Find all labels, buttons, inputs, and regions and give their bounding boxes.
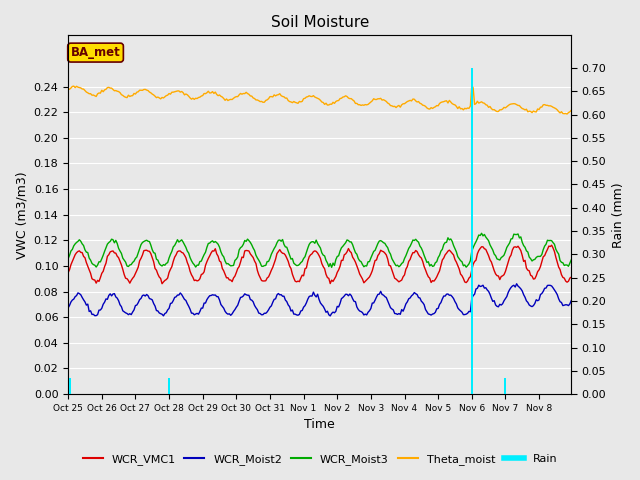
X-axis label: Time: Time <box>305 419 335 432</box>
Bar <box>68 378 70 394</box>
Legend: WCR_VMC1, WCR_Moist2, WCR_Moist3, Theta_moist, Rain: WCR_VMC1, WCR_Moist2, WCR_Moist3, Theta_… <box>78 450 562 469</box>
Text: BA_met: BA_met <box>70 46 120 59</box>
Y-axis label: VWC (m3/m3): VWC (m3/m3) <box>15 171 28 259</box>
Bar <box>504 378 506 394</box>
Bar <box>168 378 170 394</box>
Bar <box>471 68 473 394</box>
Y-axis label: Rain (mm): Rain (mm) <box>612 182 625 248</box>
Title: Soil Moisture: Soil Moisture <box>271 15 369 30</box>
